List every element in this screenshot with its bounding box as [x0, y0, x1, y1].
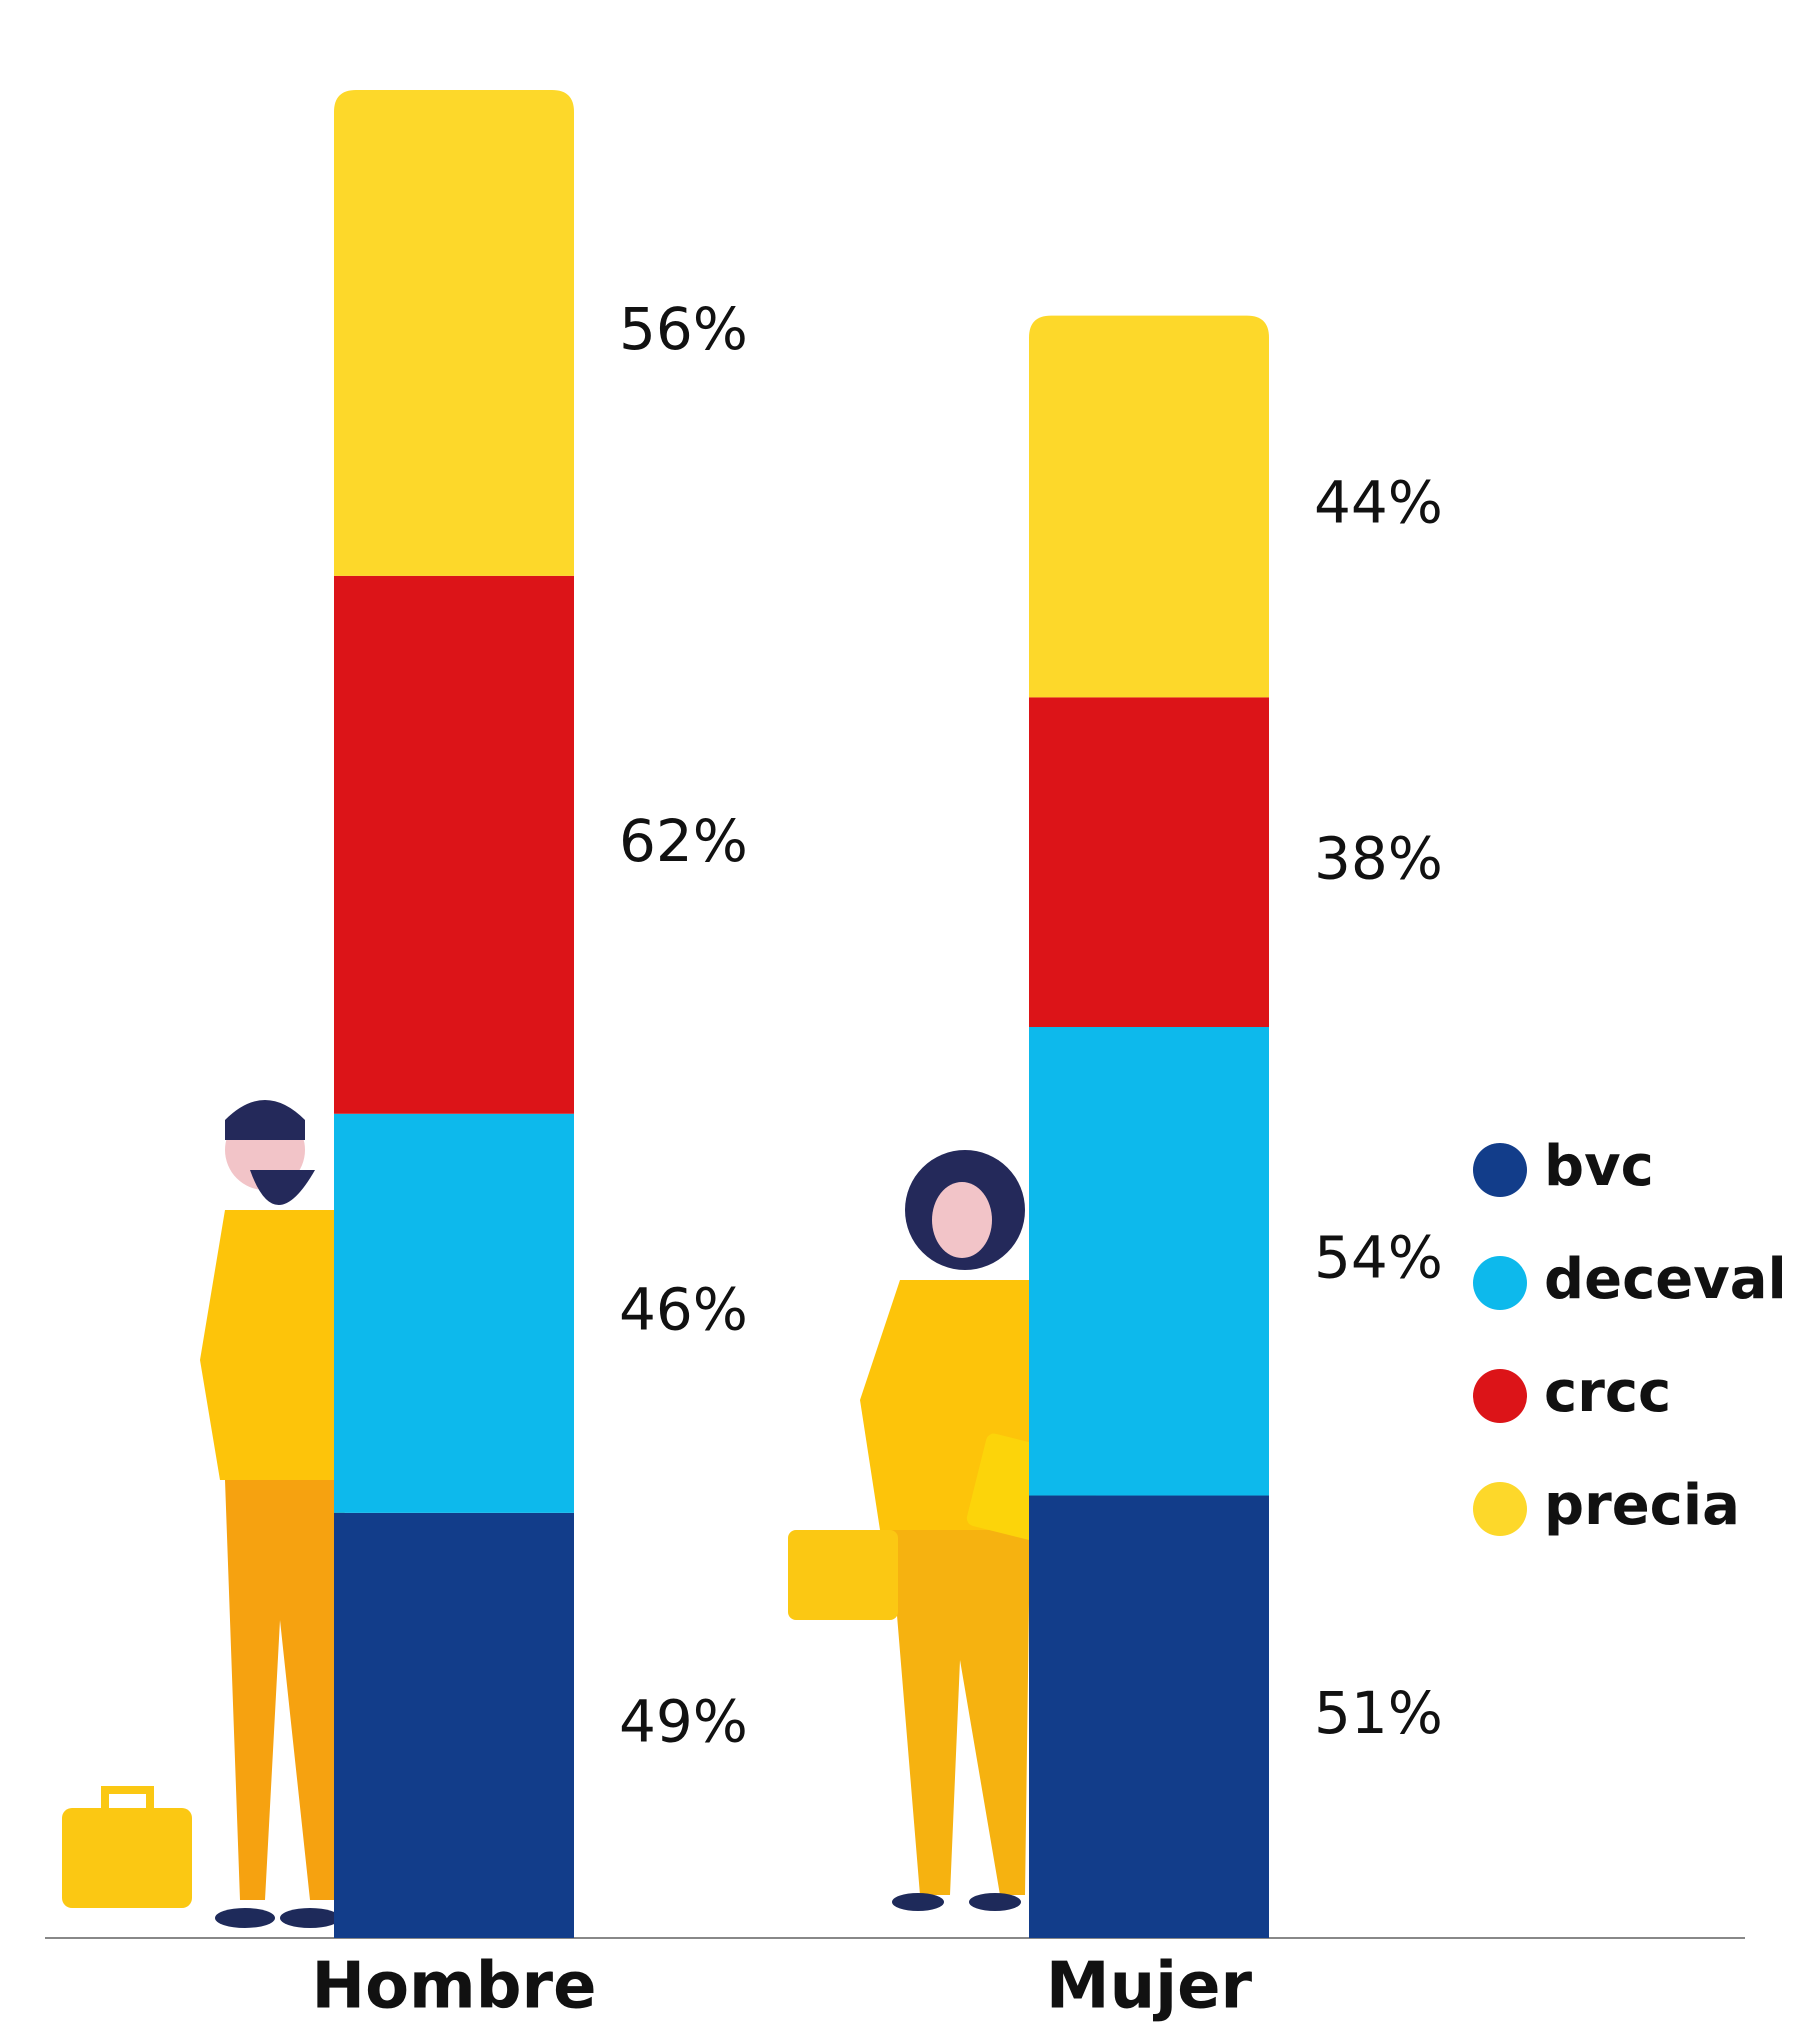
bar-segment [1029, 1495, 1269, 1938]
bar-segment [334, 1113, 574, 1513]
bar-segment [1029, 1027, 1269, 1496]
legend-label: precia [1544, 1473, 1740, 1538]
x-tick-label: Hombre [312, 1950, 597, 2023]
briefcase-handle [101, 1786, 154, 1808]
value-label: 54% [1314, 1223, 1443, 1291]
illustrations [62, 1100, 1103, 1928]
bar-segment [334, 1512, 574, 1938]
bar-segment [1029, 697, 1269, 1028]
man-shoe [280, 1908, 340, 1928]
value-label: 62% [619, 807, 748, 875]
legend-label: crcc [1544, 1360, 1671, 1425]
man-shoe [215, 1908, 275, 1928]
value-label: 56% [619, 295, 748, 363]
woman-trousers [890, 1530, 1030, 1895]
man-hair [225, 1100, 305, 1140]
legend-swatch [1473, 1482, 1527, 1536]
man-beard [250, 1170, 315, 1205]
bar-segment [334, 90, 574, 576]
legend-label: bvc [1544, 1134, 1654, 1199]
briefcase [788, 1530, 898, 1620]
legend-swatch [1473, 1369, 1527, 1423]
legend-swatch [1473, 1143, 1527, 1197]
woman-head [932, 1182, 992, 1258]
bar-segment [334, 575, 574, 1114]
value-label: 49% [619, 1688, 748, 1756]
value-label: 38% [1314, 824, 1443, 892]
value-label: 44% [1314, 469, 1443, 537]
bar-segment [1029, 315, 1269, 698]
woman-shoe [892, 1893, 944, 1911]
value-label: 46% [619, 1275, 748, 1343]
man-shirt [200, 1210, 370, 1480]
legend-swatch [1473, 1256, 1527, 1310]
man-trousers [225, 1480, 345, 1900]
value-label: 51% [1314, 1679, 1443, 1747]
legend-label: deceval [1544, 1247, 1787, 1312]
briefcase [62, 1808, 192, 1908]
woman-shoe [969, 1893, 1021, 1911]
x-tick-label: Mujer [1046, 1950, 1253, 2023]
